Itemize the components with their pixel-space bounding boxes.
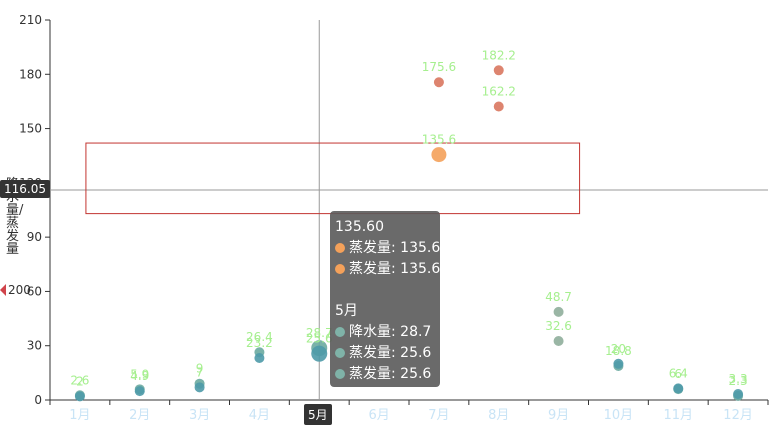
tooltip-title-1: 135.60 xyxy=(335,219,384,235)
tooltip-row-label: 降水量: 28.7 xyxy=(349,324,432,340)
data-point xyxy=(553,336,564,347)
tooltip-title-2: 5月 xyxy=(335,303,358,319)
data-point xyxy=(733,389,744,400)
data-label: 48.7 xyxy=(545,290,572,304)
tooltip-row: 蒸发量: 25.6 xyxy=(335,364,434,385)
x-tick-label: 4月 xyxy=(249,408,270,423)
y-tick-label: 0 xyxy=(34,393,42,407)
data-label: 3.3 xyxy=(729,372,748,386)
data-point xyxy=(553,306,564,317)
tooltip-row-label: 蒸发量: 135.6 xyxy=(349,261,441,277)
data-label: 182.2 xyxy=(482,48,516,62)
x-tick-label: 2月 xyxy=(129,408,150,423)
x-tick-label: 11月 xyxy=(663,408,693,423)
brush-selection-box xyxy=(85,142,581,215)
tooltip-row-label: 蒸发量: 25.6 xyxy=(349,345,432,361)
y-tick-label: 90 xyxy=(27,230,42,244)
data-point xyxy=(493,65,504,76)
data-label: 6 xyxy=(674,367,682,381)
data-label: 23.2 xyxy=(246,336,273,350)
visual-map-value: 200 xyxy=(8,283,31,297)
data-point xyxy=(673,383,684,394)
tooltip-row: 蒸发量: 25.6 xyxy=(335,343,434,364)
tooltip-row: 降水量: 28.7 xyxy=(335,322,434,343)
data-label: 25.6 xyxy=(306,332,333,346)
tooltip-row: 蒸发量: 135.6 xyxy=(335,238,440,259)
data-label: 2.3 xyxy=(729,374,748,388)
data-label: 5.9 xyxy=(130,367,149,381)
data-label: 162.2 xyxy=(482,84,516,98)
legend-dot-icon xyxy=(335,348,345,358)
legend-dot-icon xyxy=(335,243,345,253)
y-tick-label: 150 xyxy=(19,122,42,136)
x-tick-label: 10月 xyxy=(604,408,634,423)
y-crosshair-badge: 116.05 xyxy=(0,180,50,198)
tooltip: 135.60 蒸发量: 135.6 蒸发量: 135.6 5月 降水量: 28.… xyxy=(330,211,440,387)
y-tick-label: 210 xyxy=(19,13,42,27)
data-label: 135.6 xyxy=(422,133,456,147)
y-tick-label: 30 xyxy=(27,339,42,353)
data-label: 2.6 xyxy=(70,373,89,387)
data-point xyxy=(134,386,145,397)
x-tick-label: 3月 xyxy=(189,408,210,423)
data-point xyxy=(433,77,444,88)
data-label: 9 xyxy=(196,362,204,376)
data-label: 32.6 xyxy=(545,319,572,333)
data-point xyxy=(431,147,447,163)
y-tick-label: 60 xyxy=(27,284,42,298)
visual-map-marker: 200 xyxy=(0,283,31,297)
legend-dot-icon xyxy=(335,327,345,337)
x-tick-label: 9月 xyxy=(548,408,569,423)
y-tick-label: 180 xyxy=(19,67,42,81)
data-point xyxy=(311,345,328,362)
data-label: 28.7 xyxy=(306,326,333,340)
x-tick-label: 7月 xyxy=(428,408,449,423)
data-point xyxy=(613,358,624,369)
tooltip-row: 蒸发量: 135.6 xyxy=(335,259,440,280)
x-tick-label: 8月 xyxy=(488,408,509,423)
data-label: 7 xyxy=(196,365,204,379)
data-label: 6.4 xyxy=(669,366,688,380)
data-point xyxy=(74,391,85,402)
data-point xyxy=(493,101,504,112)
data-label: 2 xyxy=(76,374,84,388)
tooltip-row-label: 蒸发量: 25.6 xyxy=(349,366,432,382)
legend-dot-icon xyxy=(335,369,345,379)
x-crosshair-badge: 5月 xyxy=(304,404,332,425)
data-label: 26.4 xyxy=(246,330,273,344)
triangle-icon xyxy=(0,284,6,296)
data-point xyxy=(254,353,265,364)
data-label: 20 xyxy=(611,342,626,356)
x-tick-label: 1月 xyxy=(69,408,90,423)
legend-dot-icon xyxy=(335,264,345,274)
data-label: 18.8 xyxy=(605,344,632,358)
x-tick-label: 6月 xyxy=(368,408,389,423)
data-label: 4.9 xyxy=(130,369,149,383)
tooltip-row-label: 蒸发量: 135.6 xyxy=(349,240,441,256)
data-label: 175.6 xyxy=(422,60,456,74)
data-point xyxy=(194,382,205,393)
x-tick-label: 12月 xyxy=(723,408,753,423)
